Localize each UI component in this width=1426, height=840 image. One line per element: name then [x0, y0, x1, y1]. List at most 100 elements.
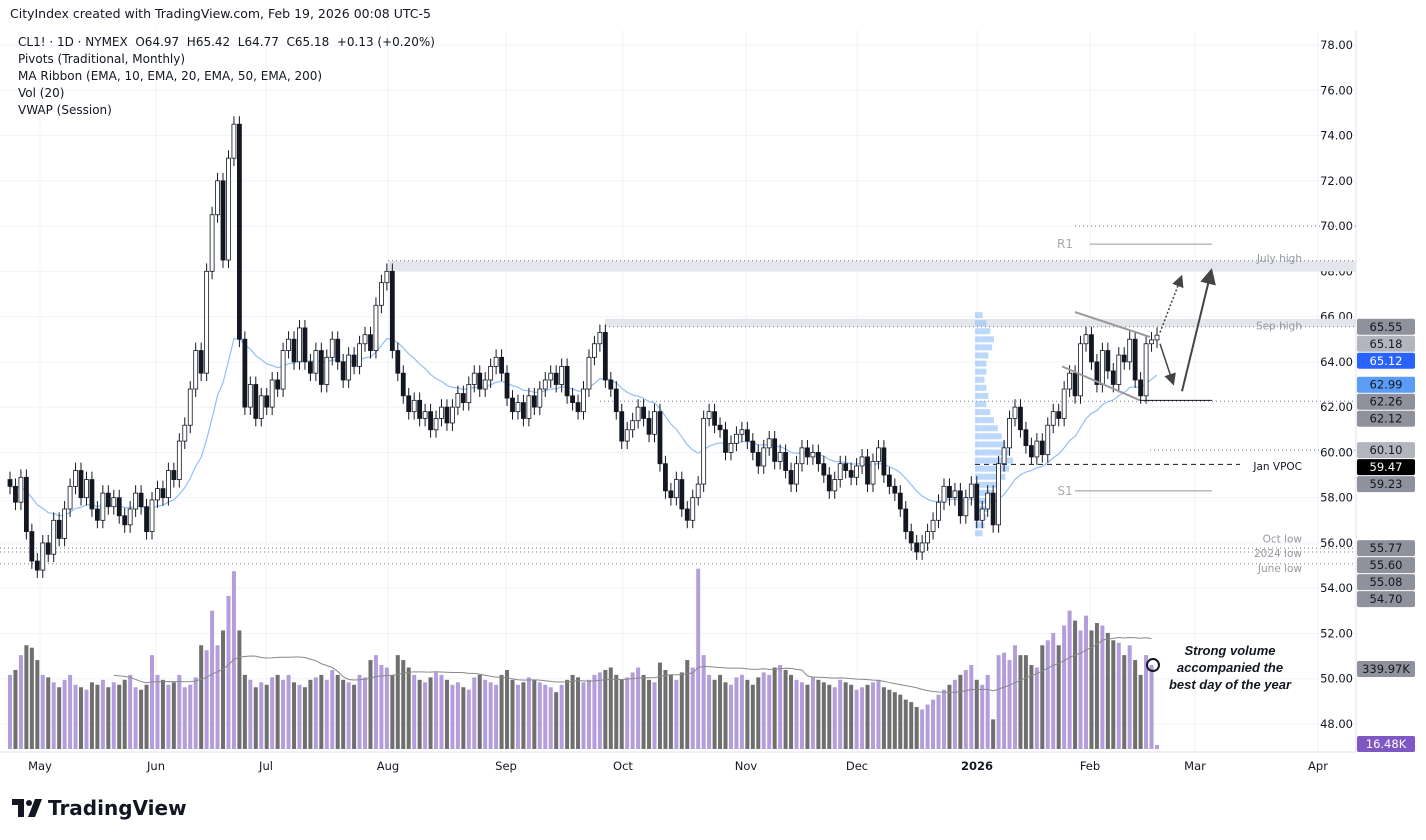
candle-body: [963, 497, 969, 517]
indicator-pivots[interactable]: Pivots (Traditional, Monthly): [18, 52, 186, 66]
triangle-upper-line: [1074, 311, 1151, 338]
tradingview-logo[interactable]: TradingView: [12, 796, 187, 820]
annotation-text: Strong volume accompanied the best day o…: [1168, 643, 1292, 692]
volume-bar: [1111, 640, 1116, 749]
x-tick-label: Sep: [495, 759, 517, 773]
candle-body: [777, 451, 783, 462]
price-tag-bg: [1357, 736, 1415, 752]
candle-body: [832, 479, 838, 492]
volume-bar: [532, 679, 537, 749]
candle-body: [291, 338, 297, 363]
candle-body: [876, 447, 881, 462]
candle-body: [56, 519, 62, 539]
volume-bar: [1062, 625, 1067, 749]
candle-body: [1023, 429, 1029, 447]
indicator-ma-ribbon[interactable]: MA Ribbon (EMA, 10, EMA, 20, EMA, 50, EM…: [18, 69, 323, 83]
candle-body: [302, 327, 308, 363]
candle-body: [952, 490, 958, 499]
candle-body: [236, 123, 242, 340]
symbol-ohlc[interactable]: CL1! · 1D · NYMEX O64.97 H65.42 L64.77 C…: [18, 35, 435, 49]
candle-body: [176, 440, 182, 480]
candle-body: [859, 456, 865, 467]
breakout-arrow-dotted: [1159, 274, 1184, 333]
candle-body: [460, 393, 466, 404]
price-chart[interactable]: 78.0076.0074.0072.0070.0068.0066.0064.00…: [0, 0, 1426, 790]
volume-bar: [373, 655, 378, 749]
level-label: R1: [1057, 237, 1073, 251]
volume-bar: [881, 687, 886, 749]
candle-body: [346, 354, 352, 381]
candle-body: [990, 492, 996, 526]
x-tick-label: Feb: [1080, 759, 1100, 773]
candle-body: [308, 361, 313, 374]
volume-bar: [117, 684, 122, 749]
volume-bar: [592, 674, 597, 749]
volume-bar: [854, 689, 859, 749]
price-tag: 65.55: [1370, 320, 1403, 334]
candle-body: [111, 497, 117, 508]
candle-body: [974, 483, 980, 521]
volume-bar: [363, 677, 368, 749]
price-tag: 65.18: [1370, 337, 1403, 351]
y-tick-label: 58.00: [1320, 491, 1353, 505]
candle-body: [155, 488, 160, 501]
volume-bar: [1100, 625, 1105, 749]
candle-body: [51, 519, 57, 555]
candle-body: [744, 429, 750, 442]
indicator-vwap[interactable]: VWAP (Session): [18, 103, 112, 117]
volume-bar: [368, 660, 373, 749]
volume-profile-bar: [975, 352, 989, 359]
volume-bar: [920, 709, 925, 749]
volume-bar: [297, 684, 302, 749]
volume-bar: [281, 679, 286, 749]
volume-bar: [226, 595, 231, 749]
candle-body: [559, 365, 565, 385]
volume-bar: [1002, 652, 1007, 749]
volume-bar: [1133, 660, 1138, 749]
candle-body: [510, 397, 515, 413]
candle-body: [679, 479, 685, 510]
x-tick-label: Dec: [846, 759, 868, 773]
level-label: July high: [1256, 253, 1302, 265]
candle-body: [652, 411, 657, 435]
candle-body: [395, 350, 401, 374]
volume-bar: [46, 677, 51, 749]
volume-bar: [1007, 660, 1012, 749]
volume-bar: [1029, 665, 1034, 749]
x-tick-label: Jun: [146, 759, 165, 773]
candle-body: [755, 451, 761, 467]
candle-body: [542, 379, 548, 390]
candle-body: [564, 365, 570, 397]
candle-body: [957, 490, 963, 517]
candle-body: [531, 395, 537, 408]
volume-bar: [1023, 655, 1028, 749]
volume-bar: [1094, 623, 1099, 749]
candle-body: [351, 354, 357, 367]
candle-body: [641, 406, 646, 419]
candle-body: [690, 497, 696, 521]
volume-bar: [488, 682, 493, 749]
volume-profile-bar: [975, 409, 991, 416]
volume-bar: [739, 674, 744, 749]
price-tag: 65.12: [1370, 354, 1403, 368]
price-tag-bg: [1357, 410, 1415, 427]
candle-body: [1072, 372, 1078, 397]
candle-body: [84, 479, 89, 499]
candle-body: [766, 438, 772, 449]
volume-bar: [166, 684, 171, 749]
volume-bar: [931, 699, 936, 749]
candle-body: [40, 542, 46, 571]
x-tick-label: Nov: [735, 759, 758, 773]
candle-body: [723, 429, 728, 453]
volume-bar: [237, 630, 242, 749]
volume-profile-bar: [975, 522, 985, 529]
volume-bar: [723, 682, 728, 749]
candle-body: [428, 411, 433, 431]
volume-bar: [1012, 645, 1017, 749]
candle-body: [761, 447, 767, 467]
volume-bar: [603, 669, 608, 749]
volume-bar: [193, 677, 198, 749]
indicator-volume[interactable]: Vol (20): [18, 86, 65, 100]
candle-body: [379, 282, 384, 306]
tradingview-logo-icon: [12, 799, 42, 817]
